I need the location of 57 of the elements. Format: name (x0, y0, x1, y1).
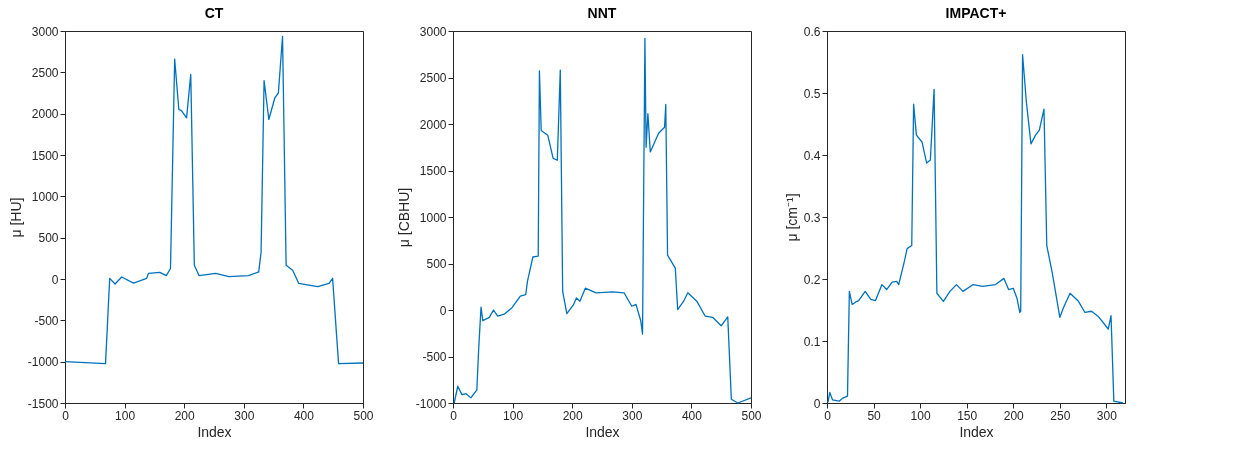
y-tick-label: 2000 (31, 107, 59, 122)
y-tick-label: 1500 (419, 164, 447, 178)
y-tick-label: 0.1 (803, 334, 821, 349)
x-tick-label: 0 (62, 408, 70, 423)
line-series (64, 35, 364, 365)
y-axis-title: μ [HU] (7, 197, 24, 238)
y-tick-label: 2500 (31, 65, 59, 80)
x-tick-label: 0 (450, 408, 458, 423)
line-series (453, 37, 752, 404)
x-axis-title: Index (197, 423, 232, 440)
y-tick-label: 2500 (419, 71, 447, 85)
x-tick-label: 200 (562, 408, 584, 423)
x-tick-label: 100 (115, 408, 136, 423)
x-tick-label: 150 (957, 408, 978, 423)
y-tick-label: 0 (51, 272, 59, 287)
y-axis-title: μ [cm⁻¹] (783, 193, 800, 242)
y-tick-label: 0.6 (803, 24, 821, 39)
y-tick-label: 0 (813, 396, 821, 411)
x-tick-label: 300 (622, 408, 643, 423)
x-tick-label: 500 (353, 408, 374, 423)
y-tick-label: 1000 (419, 210, 447, 225)
x-tick-label: 500 (741, 408, 762, 423)
y-tick-label: 0.4 (803, 148, 821, 163)
x-tick-label: 200 (174, 408, 196, 423)
y-tick-label: 0.3 (803, 210, 821, 225)
x-tick-label: 300 (1096, 408, 1118, 423)
x-tick-label: 400 (293, 408, 315, 423)
y-tick-label: 500 (426, 257, 447, 271)
y-axis-title: μ [CBHU] (395, 187, 412, 248)
x-tick-label: 50 (867, 408, 882, 423)
y-tick-label: 0.2 (803, 272, 821, 287)
y-tick-label: -1000 (27, 355, 59, 370)
x-tick-label: 250 (1050, 408, 1071, 423)
line-series (827, 53, 1124, 404)
x-axis-title: Index (959, 423, 994, 440)
y-tick-label: 3000 (31, 24, 59, 39)
y-tick-label: 0 (439, 303, 447, 318)
x-tick-label: 200 (1003, 408, 1025, 423)
chart-title: NNT (587, 5, 617, 21)
y-tick-label: -500 (422, 350, 447, 364)
x-tick-label: 100 (503, 408, 524, 423)
y-tick-label: 500 (38, 231, 59, 246)
x-tick-label: 0 (824, 408, 832, 423)
chart-title: IMPACT+ (945, 5, 1007, 21)
y-tick-label: 2000 (419, 117, 447, 132)
x-tick-label: 300 (234, 408, 255, 423)
y-tick-label: -500 (34, 313, 59, 328)
y-tick-label: 1000 (31, 189, 59, 204)
y-tick-label: 1500 (31, 148, 59, 163)
y-tick-label: -1000 (415, 396, 447, 411)
chart-title: CT (204, 5, 224, 21)
x-tick-label: 400 (681, 408, 703, 423)
y-tick-label: -1500 (27, 396, 59, 411)
x-axis-title: Index (585, 423, 620, 440)
y-tick-label: 0.5 (803, 86, 821, 101)
x-tick-label: 100 (910, 408, 931, 423)
y-tick-label: 3000 (419, 24, 447, 39)
